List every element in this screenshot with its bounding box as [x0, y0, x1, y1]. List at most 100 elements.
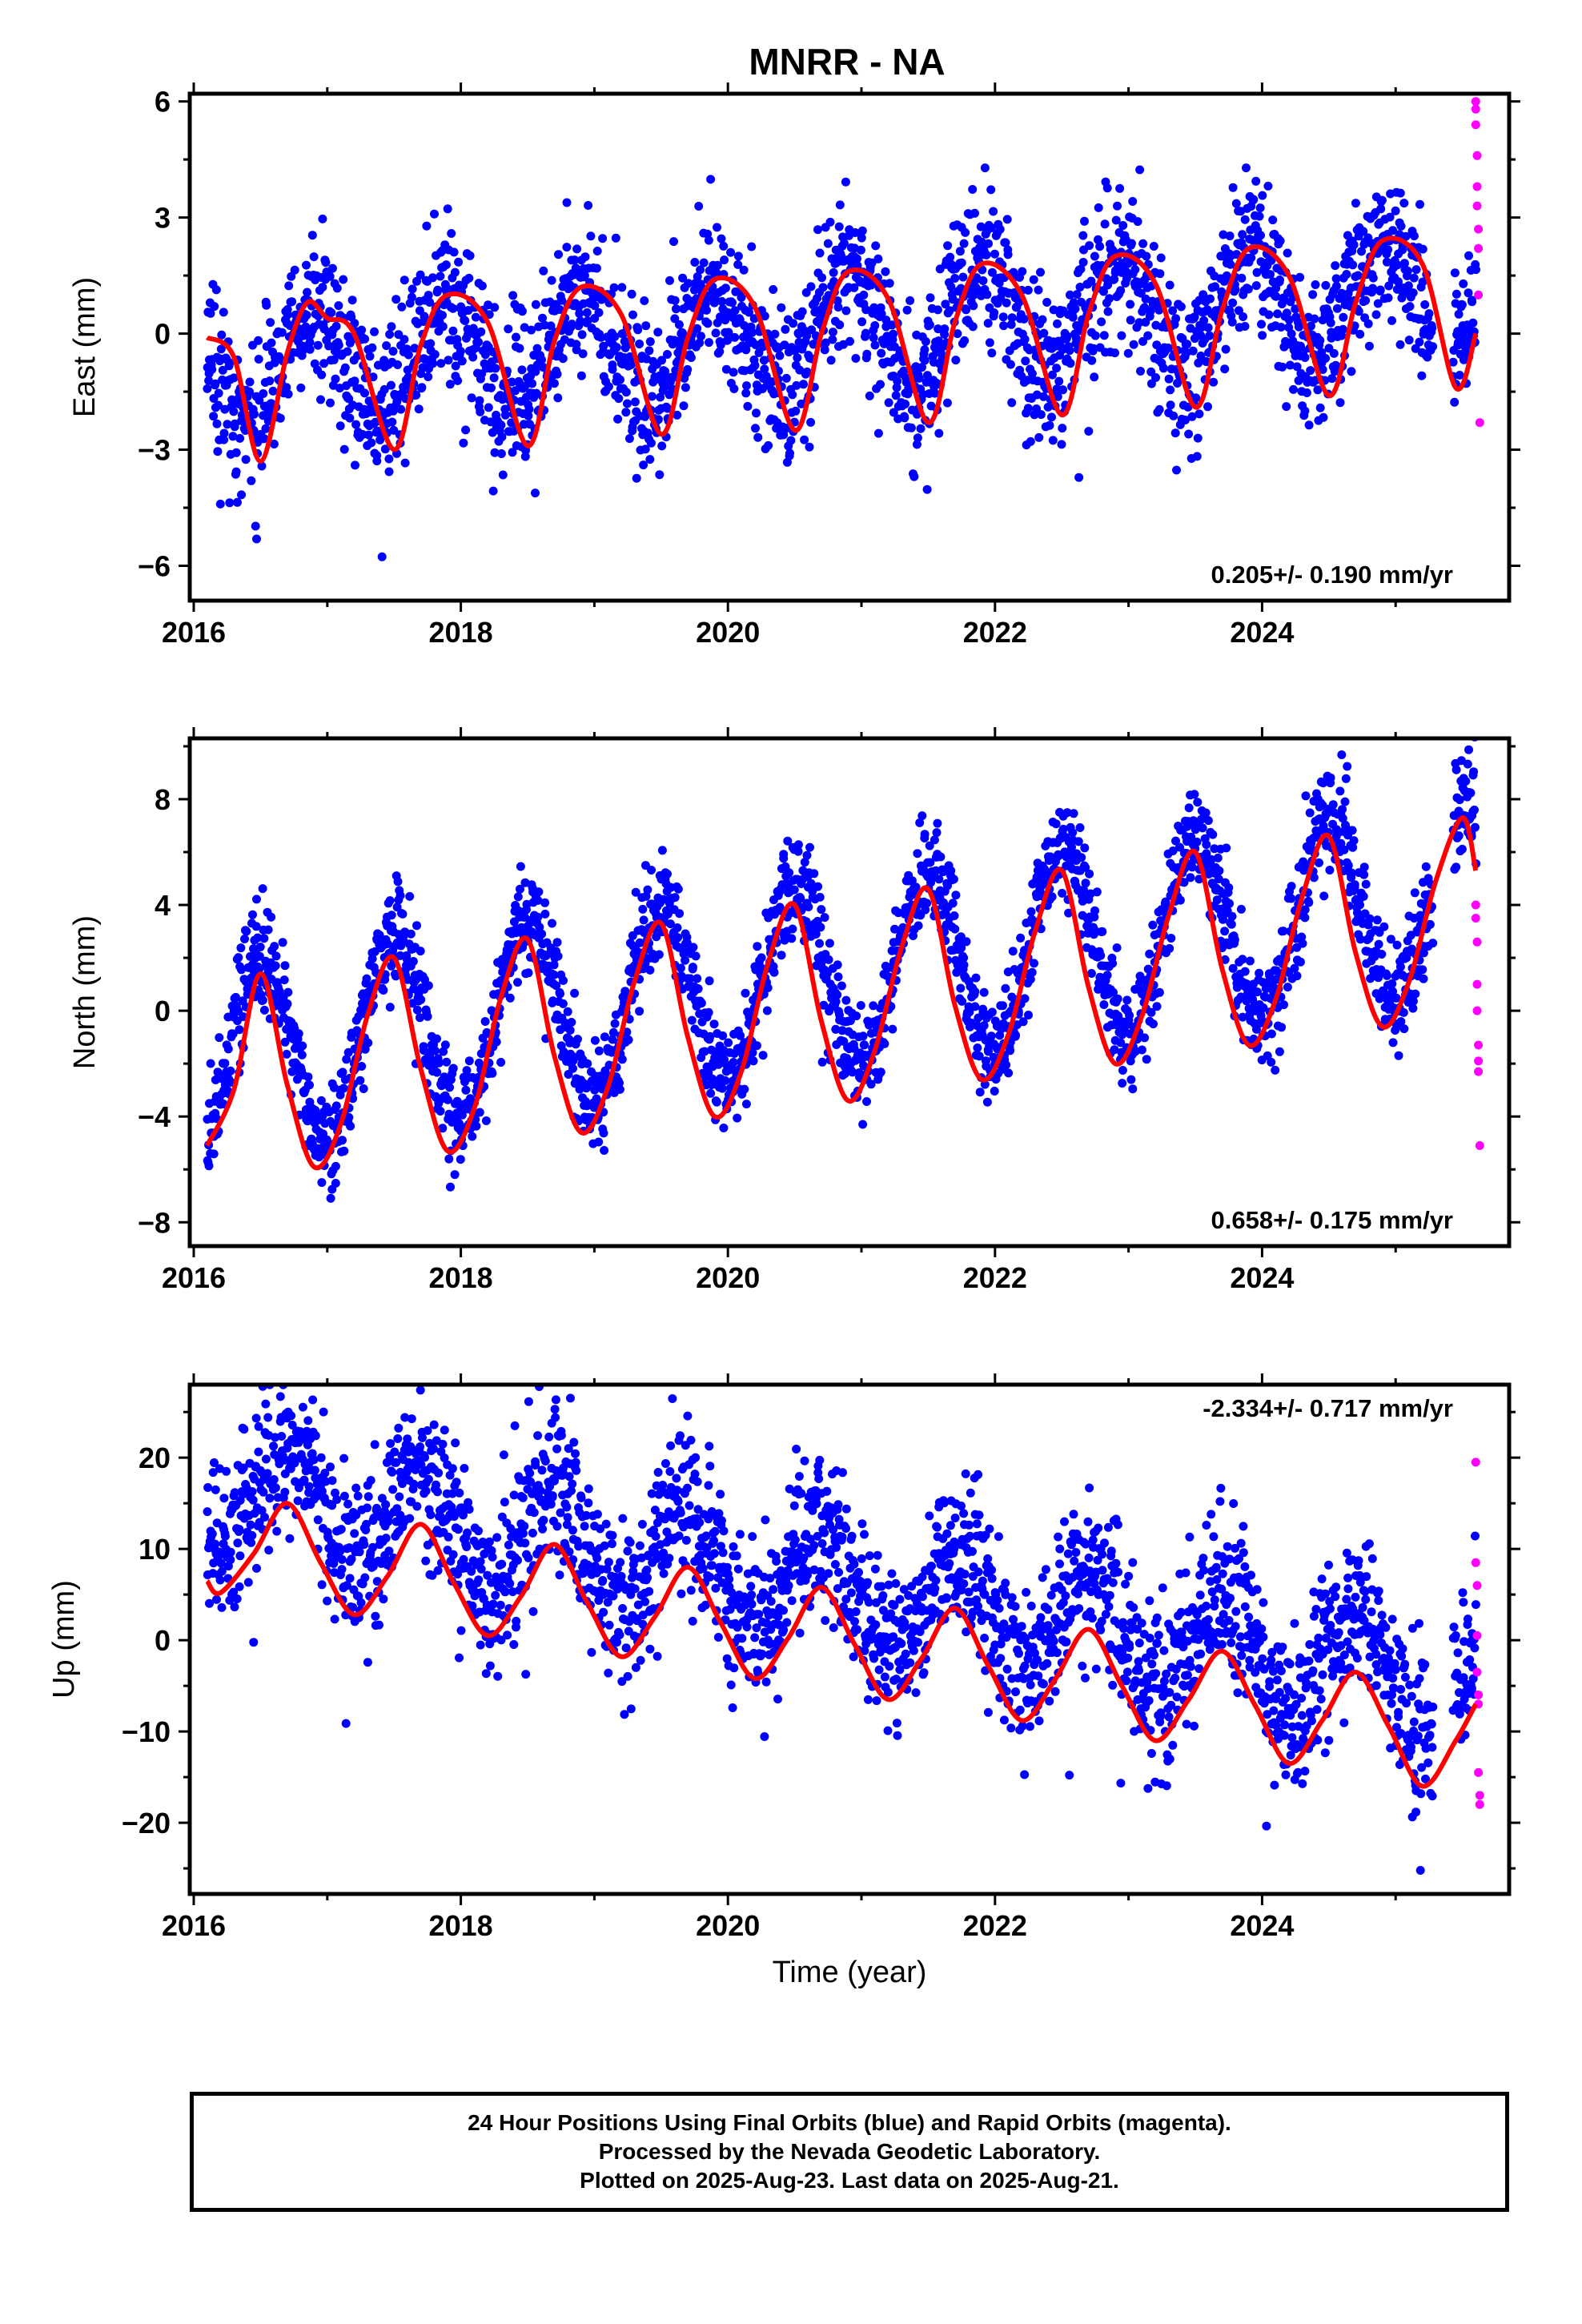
data-point	[1135, 971, 1145, 981]
data-point	[1006, 1046, 1015, 1055]
data-point	[347, 296, 357, 305]
data-point	[242, 927, 251, 936]
data-point	[477, 281, 487, 291]
data-point	[633, 325, 643, 335]
data-point	[1027, 967, 1037, 977]
data-point	[283, 310, 292, 320]
data-point	[1029, 275, 1038, 284]
data-point	[324, 341, 334, 351]
data-point	[926, 858, 935, 867]
data-point	[721, 1076, 730, 1085]
data-point	[382, 341, 391, 351]
data-point	[211, 1076, 220, 1084]
data-point	[706, 175, 716, 184]
data-point	[1212, 895, 1222, 905]
data-point	[1115, 183, 1125, 193]
data-point	[331, 1179, 340, 1188]
data-point	[957, 258, 966, 267]
data-point	[1130, 265, 1140, 275]
data-point	[705, 338, 713, 348]
data-point	[1343, 762, 1352, 771]
data-point	[1240, 322, 1250, 331]
data-point	[647, 866, 656, 875]
data-point	[889, 329, 898, 339]
data-point	[1284, 315, 1294, 324]
data-point	[1319, 412, 1328, 422]
data-point	[1118, 221, 1128, 230]
data-point	[251, 521, 260, 531]
data-point	[481, 1116, 491, 1125]
data-point	[1418, 965, 1427, 975]
data-point	[1363, 319, 1373, 328]
data-point	[254, 355, 263, 364]
data-point	[1424, 309, 1434, 319]
data-point	[432, 1034, 441, 1043]
data-point	[476, 407, 485, 416]
data-point	[1385, 212, 1395, 222]
data-point	[762, 1006, 772, 1015]
data-point	[1049, 305, 1058, 315]
data-point	[387, 417, 397, 427]
data-point	[1238, 230, 1247, 239]
data-point	[802, 850, 812, 860]
data-point	[375, 931, 384, 940]
data-point	[712, 1097, 721, 1107]
data-point	[990, 308, 999, 317]
data-point	[1376, 204, 1386, 214]
data-point	[436, 1107, 445, 1116]
data-point	[696, 265, 705, 275]
data-point	[234, 1007, 243, 1015]
data-point	[1122, 274, 1131, 283]
data-point	[862, 349, 872, 359]
data-point	[387, 911, 396, 920]
data-point	[930, 835, 939, 845]
rapid-point	[1474, 224, 1484, 234]
data-point	[1428, 939, 1438, 948]
data-point	[263, 925, 273, 935]
data-point	[443, 1095, 452, 1104]
data-point	[1075, 823, 1085, 832]
data-point	[584, 201, 593, 210]
data-point	[562, 198, 572, 207]
x-tick-label: 2024	[1230, 616, 1294, 649]
data-point	[213, 447, 223, 456]
data-point	[520, 381, 530, 391]
rapid-point	[1472, 937, 1482, 947]
data-point	[666, 372, 676, 382]
data-point	[1249, 195, 1259, 204]
data-point	[1199, 290, 1208, 300]
data-point	[956, 983, 966, 993]
data-point	[1242, 163, 1251, 173]
data-point	[1052, 364, 1062, 373]
data-point	[982, 290, 992, 300]
data-point	[1418, 277, 1427, 287]
data-point	[399, 382, 408, 392]
data-point	[1275, 236, 1285, 246]
data-point	[1255, 203, 1265, 213]
data-point	[825, 217, 835, 227]
data-point	[632, 473, 641, 483]
data-point	[690, 258, 700, 267]
data-point	[689, 943, 698, 952]
data-point	[737, 293, 746, 302]
data-point	[1371, 310, 1381, 320]
data-point	[332, 283, 342, 293]
data-point	[644, 346, 654, 356]
data-point	[815, 939, 824, 948]
data-point	[511, 386, 520, 396]
data-point	[461, 425, 471, 435]
data-point	[1354, 307, 1363, 316]
data-point	[1002, 215, 1012, 224]
data-point	[802, 331, 812, 340]
data-point	[837, 981, 846, 991]
data-point	[876, 380, 885, 389]
data-point	[1382, 971, 1391, 980]
data-point	[1036, 267, 1045, 277]
data-point	[1081, 862, 1090, 872]
data-point	[1184, 803, 1194, 813]
data-point	[303, 287, 312, 297]
data-point	[1020, 335, 1030, 344]
data-point	[1452, 862, 1461, 872]
data-point	[259, 434, 269, 444]
data-point	[475, 396, 484, 405]
